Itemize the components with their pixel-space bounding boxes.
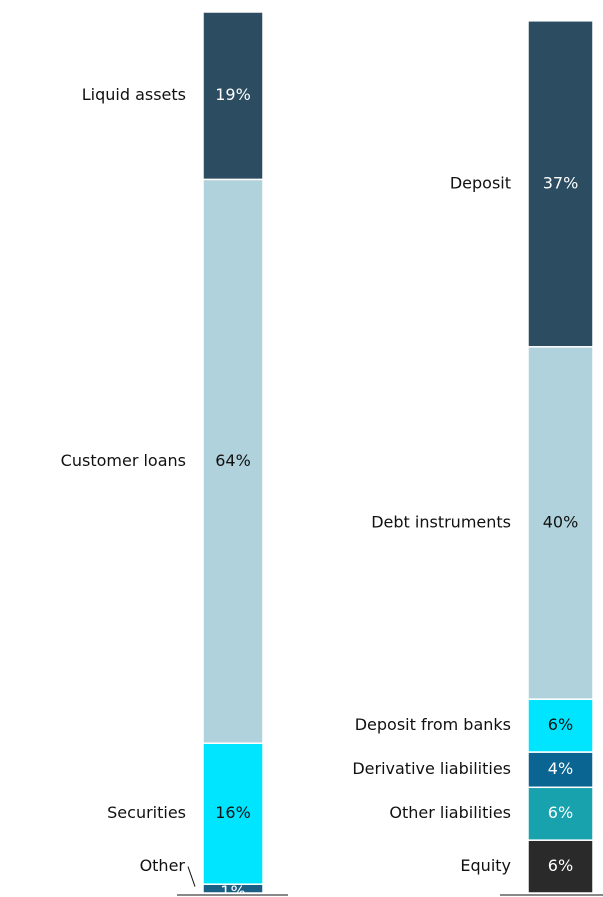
segment-name: Deposit [450,173,511,192]
leader-line [187,866,196,887]
segment-name: Other liabilities [389,803,511,822]
value-label: 1% [220,882,245,897]
value-label: 6% [548,803,573,822]
bar-segment [527,346,594,700]
value-label: 19% [215,85,251,104]
value-label: 40% [543,512,579,531]
value-label: 37% [543,173,579,192]
bar-segment [527,20,594,348]
bar-segment [527,751,594,789]
value-label: 6% [548,856,573,875]
segment-name: Liquid assets [82,85,186,104]
bar-segment [527,786,594,841]
value-label: 16% [215,803,251,822]
value-label: 6% [548,715,573,734]
bar-segment [202,11,264,181]
bar-segment [527,839,594,894]
bar-segment [527,698,594,753]
segment-name: Customer loans [61,451,186,470]
value-label: 64% [215,451,251,470]
segment-name: Securities [107,803,186,822]
segment-name: Debt instruments [371,512,511,531]
segment-name: Other [140,856,186,875]
segment-name: Derivative liabilities [352,759,511,778]
value-label: 4% [548,759,573,778]
bar-segment [202,742,264,885]
segment-name: Equity [460,856,511,875]
segment-name: Deposit from banks [355,715,511,734]
bar-segment [202,178,264,744]
